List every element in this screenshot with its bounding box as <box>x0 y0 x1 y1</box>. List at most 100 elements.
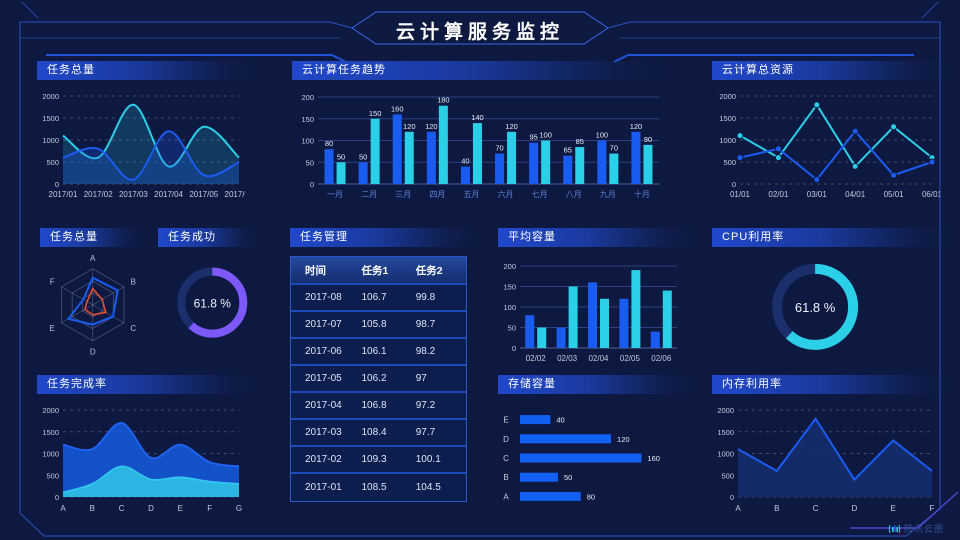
svg-text:100: 100 <box>596 131 609 140</box>
svg-text:40: 40 <box>461 157 469 166</box>
svg-text:61.8 %: 61.8 % <box>194 297 232 311</box>
table-cell: 99.8 <box>415 292 436 303</box>
svg-text:40: 40 <box>556 416 564 425</box>
panel-header-task-total: 任务总量 <box>37 61 255 80</box>
svg-text:F: F <box>207 504 212 513</box>
svg-text:50: 50 <box>564 473 572 482</box>
panel-header-task-trend: 云计算任务趋势 <box>292 61 669 80</box>
chart-task-trend-bar[interactable]: 0 50 100 150 200 一月 二月 三月 四月 五月 六月 七月 八月 九月 十月 80 50 160 1… <box>292 88 669 200</box>
panel-header-storage: 存储容量 <box>498 375 695 394</box>
svg-text:八月: 八月 <box>566 190 582 199</box>
chart-task-total-area[interactable]: 0 500 1000 1500 2000 2017/01 2017/02 2017/03 201… <box>37 88 245 200</box>
svg-text:02/01: 02/01 <box>768 190 789 199</box>
svg-text:200: 200 <box>301 93 314 102</box>
svg-text:五月: 五月 <box>463 190 479 199</box>
svg-text:四月: 四月 <box>429 190 445 199</box>
chart-total-resources[interactable]: 0 500 1000 1500 2000 01/01 02/01 03/01 04/01 05/0… <box>710 88 940 200</box>
svg-text:03/01: 03/01 <box>807 190 828 199</box>
page-title: 云计算服务监控 <box>395 22 564 43</box>
table-header-row: 时间 任务1 任务2 <box>291 257 466 285</box>
table-cell: 100.1 <box>415 454 441 465</box>
svg-text:61.8 %: 61.8 % <box>795 300 836 315</box>
svg-text:150: 150 <box>369 109 382 118</box>
svg-text:200: 200 <box>503 262 516 271</box>
panel-title: 任务管理 <box>300 231 348 243</box>
table-cell: 105.8 <box>361 319 387 330</box>
svg-text:500: 500 <box>46 158 59 167</box>
svg-text:A: A <box>503 492 509 501</box>
svg-text:1500: 1500 <box>42 114 59 123</box>
svg-text:90: 90 <box>644 135 652 144</box>
svg-text:B: B <box>90 504 95 513</box>
svg-text:D: D <box>148 504 154 513</box>
table-row: 2017-02 109.3 100.1 <box>291 447 466 474</box>
table-row: 2017-07 105.8 98.7 <box>291 312 466 339</box>
svg-text:120: 120 <box>403 122 416 131</box>
table-cell: 106.2 <box>361 373 387 384</box>
chart-task-radar[interactable]: A B C D E F <box>36 252 158 362</box>
table-cell: 106.1 <box>361 346 387 357</box>
svg-text:160: 160 <box>647 454 660 463</box>
svg-text:70: 70 <box>610 144 618 153</box>
svg-text:A: A <box>60 504 66 513</box>
panel-title: CPU利用率 <box>722 231 785 243</box>
table-cell: 98.7 <box>415 319 436 330</box>
chart-avg-capacity-bar[interactable]: 0 50 100 150 200 02/02 02/03 02/04 02/05 02/06 <box>494 254 685 364</box>
svg-text:140: 140 <box>471 113 484 122</box>
svg-text:六月: 六月 <box>498 189 514 199</box>
svg-text:02/03: 02/03 <box>557 354 578 363</box>
chart-storage-hbar[interactable]: E 40 D 120 C 160 B 50 A 80 <box>494 402 685 512</box>
svg-text:02/04: 02/04 <box>588 354 609 363</box>
svg-text:B: B <box>503 473 508 482</box>
table-cell: 104.5 <box>415 482 441 493</box>
svg-text:A: A <box>90 254 96 263</box>
svg-text:50: 50 <box>359 152 367 161</box>
panel-title: 任务总量 <box>50 231 98 243</box>
svg-text:2017/01: 2017/01 <box>49 190 78 199</box>
svg-text:95: 95 <box>529 133 537 142</box>
svg-text:120: 120 <box>617 435 630 444</box>
svg-text:02/06: 02/06 <box>651 354 672 363</box>
svg-text:2000: 2000 <box>42 406 59 415</box>
chart-task-success-donut[interactable]: 61.8 % <box>158 252 250 362</box>
table-row: 2017-06 106.1 98.2 <box>291 339 466 366</box>
svg-text:1500: 1500 <box>719 114 736 123</box>
svg-text:05/01: 05/01 <box>884 190 905 199</box>
svg-text:F: F <box>50 277 55 286</box>
panel-title: 内存利用率 <box>722 378 782 390</box>
svg-text:06/01: 06/01 <box>922 190 940 199</box>
svg-text:01/01: 01/01 <box>730 190 751 199</box>
svg-text:150: 150 <box>301 115 314 124</box>
panel-header-task-success: 任务成功 <box>158 228 258 247</box>
svg-text:C: C <box>813 504 819 513</box>
chart-memory-line[interactable]: 0 500 1000 1500 2000 A B C D E F <box>712 398 940 514</box>
table-cell: 2017-04 <box>305 400 342 411</box>
panel-header-task-completion: 任务完成率 <box>37 375 255 394</box>
chart-completion-area[interactable]: 0 500 1000 1500 2000 A B C D E F G <box>37 398 245 514</box>
svg-text:50: 50 <box>337 152 345 161</box>
panel-title: 存储容量 <box>508 378 556 390</box>
svg-text:2000: 2000 <box>717 406 734 415</box>
svg-text:E: E <box>178 504 183 513</box>
svg-text:04/01: 04/01 <box>845 190 866 199</box>
panel-title: 任务总量 <box>47 64 95 76</box>
brand-name: 腾讯云图 <box>903 524 944 534</box>
svg-text:七月: 七月 <box>532 190 548 199</box>
brand-watermark: 腾讯云图 <box>888 522 944 535</box>
svg-text:G: G <box>236 504 242 513</box>
table-cell: 106.8 <box>361 400 387 411</box>
svg-text:2017/06: 2017/06 <box>225 190 245 199</box>
table-row: 2017-01 108.5 104.5 <box>291 474 466 501</box>
table-row: 2017-08 106.7 99.8 <box>291 285 466 312</box>
task-table: 时间 任务1 任务2 2017-08 106.7 99.8 2017-07 105.8 98.7… <box>290 256 467 502</box>
chart-cpu-donut[interactable]: 61.8 % <box>710 252 940 364</box>
table-cell: 2017-03 <box>305 427 342 438</box>
svg-text:2000: 2000 <box>719 92 736 101</box>
panel-header-task-radar: 任务总量 <box>40 228 142 247</box>
svg-text:1500: 1500 <box>717 428 734 437</box>
svg-text:F: F <box>930 504 935 513</box>
svg-text:80: 80 <box>325 139 333 148</box>
table-cell: 108.4 <box>361 427 387 438</box>
table-cell: 97 <box>415 373 427 384</box>
